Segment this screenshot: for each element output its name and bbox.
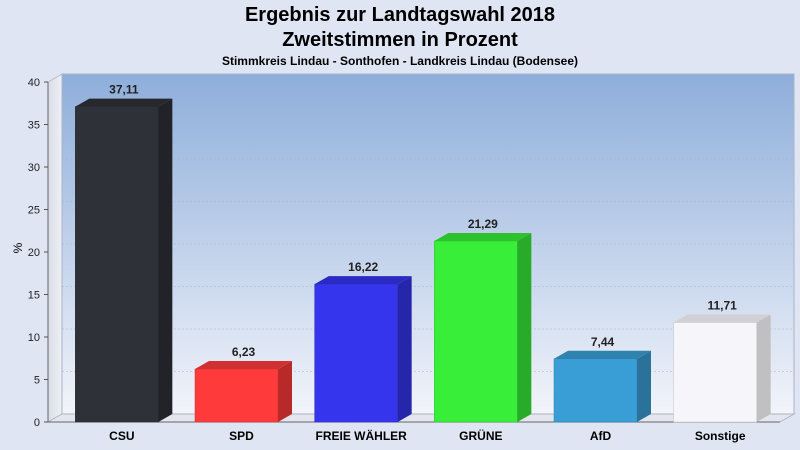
x-tick-label: CSU: [109, 429, 134, 443]
bar-top: [673, 314, 771, 323]
y-tick-label: 40: [28, 77, 40, 89]
data-label: 6,23: [232, 345, 256, 359]
x-tick-label: FREIE WÄHLER: [315, 428, 407, 443]
bar-side: [278, 361, 292, 422]
y-tick-label: 5: [34, 375, 40, 387]
chart-subtitle: Zweitstimmen in Prozent: [282, 29, 518, 51]
data-label: 16,22: [348, 260, 378, 274]
bar-top: [434, 233, 532, 242]
x-tick-label: GRÜNE: [459, 428, 502, 443]
bar-afd: [553, 350, 651, 423]
bar-front: [75, 106, 159, 423]
bar-side: [637, 350, 651, 422]
data-label: 37,11: [109, 83, 139, 97]
y-tick-label: 20: [28, 247, 40, 259]
bar-top: [75, 98, 173, 107]
chart-title: Ergebnis zur Landtagswahl 2018: [244, 4, 556, 26]
chart-caption: Stimmkreis Lindau - Sonthofen - Landkrei…: [221, 54, 579, 68]
bar-front: [553, 358, 638, 423]
bar-freie-wähler: [314, 276, 412, 423]
x-tick-label: Sonstige: [695, 429, 746, 443]
y-tick-label: 35: [28, 120, 40, 132]
bar-front: [314, 283, 398, 423]
bar-front: [194, 368, 279, 423]
y-tick-label: 30: [28, 162, 40, 174]
y-tick-label: 15: [28, 290, 40, 302]
bar-spd: [194, 361, 292, 423]
bar-top: [314, 276, 412, 285]
y-tick-label: 25: [28, 205, 40, 217]
plot-side-wall: [47, 73, 63, 423]
bar-sonstige: [673, 314, 771, 423]
y-tick-label: 0: [34, 417, 40, 429]
bar-grüne: [434, 233, 532, 423]
bar-front: [673, 322, 757, 423]
data-label: 7,44: [591, 335, 615, 349]
bar-side: [158, 98, 173, 422]
data-label: 21,29: [468, 217, 498, 231]
data-label: 11,71: [707, 298, 737, 312]
bar-side: [397, 276, 412, 422]
y-axis-label: %: [11, 242, 25, 253]
bar-top: [554, 350, 651, 359]
bar-side: [756, 314, 771, 422]
bar-top: [195, 361, 292, 370]
bar-front: [434, 240, 518, 423]
bar-side: [517, 233, 532, 422]
x-tick-label: AfD: [590, 429, 612, 443]
x-tick-label: SPD: [229, 429, 254, 443]
bar-csu: [75, 98, 173, 423]
y-tick-label: 10: [28, 332, 40, 344]
